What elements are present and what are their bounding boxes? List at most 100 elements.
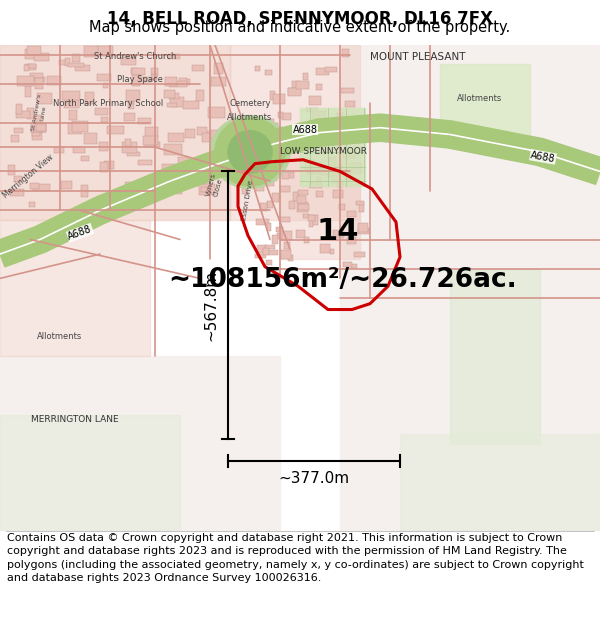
Polygon shape [0, 141, 253, 267]
Circle shape [228, 131, 272, 173]
Bar [121, 192, 137, 201]
Bar [125, 181, 143, 188]
Bar [345, 101, 355, 107]
Bar [280, 186, 290, 192]
Bar [185, 129, 195, 138]
Bar [316, 84, 322, 89]
Bar [269, 91, 275, 100]
Bar [14, 129, 23, 134]
Bar [309, 217, 313, 227]
Text: ~377.0m: ~377.0m [278, 471, 350, 486]
Bar [25, 64, 36, 70]
Bar [0, 45, 230, 220]
Circle shape [228, 131, 272, 173]
Text: ~567.8m: ~567.8m [203, 269, 218, 341]
Bar [25, 86, 31, 98]
Bar [197, 127, 207, 136]
Bar [263, 248, 269, 255]
Bar [256, 185, 265, 191]
Bar [278, 112, 283, 118]
Bar [103, 84, 109, 88]
Text: St Andrew's Church: St Andrew's Church [94, 52, 176, 61]
Bar [129, 191, 142, 196]
Bar [199, 179, 207, 184]
Bar [316, 191, 323, 197]
Bar [16, 111, 30, 118]
Bar [320, 138, 334, 144]
Bar [317, 177, 321, 186]
Bar [35, 79, 43, 89]
Bar [329, 158, 335, 164]
Bar [298, 189, 308, 195]
Text: Cemetery: Cemetery [229, 99, 271, 108]
Text: 14, BELL ROAD, SPENNYMOOR, DL16 7FX: 14, BELL ROAD, SPENNYMOOR, DL16 7FX [107, 10, 493, 28]
Bar [244, 179, 257, 187]
Bar [132, 75, 140, 86]
Bar [100, 162, 109, 172]
Bar [166, 78, 177, 86]
Bar [309, 182, 322, 188]
Bar [272, 94, 285, 104]
Bar [145, 142, 160, 147]
Bar [132, 68, 145, 75]
Text: Vyners
Close: Vyners Close [206, 173, 224, 199]
Bar [271, 170, 276, 175]
Bar [81, 186, 88, 197]
Bar [268, 151, 274, 158]
Text: Merrington View: Merrington View [1, 152, 55, 200]
Bar [337, 181, 343, 187]
Bar [298, 204, 310, 210]
Bar [248, 156, 262, 166]
Text: Allotments: Allotments [227, 114, 272, 122]
Bar [184, 168, 190, 174]
Text: A688: A688 [67, 224, 94, 242]
Bar [308, 214, 315, 221]
Bar [124, 113, 134, 121]
Bar [267, 138, 277, 144]
Text: A688: A688 [530, 150, 556, 164]
Bar [265, 245, 275, 249]
Bar [32, 184, 50, 191]
Bar [284, 242, 290, 249]
Bar [162, 164, 179, 169]
Bar [121, 57, 136, 64]
Bar [267, 223, 271, 231]
Bar [280, 142, 360, 259]
Bar [176, 186, 182, 194]
Bar [27, 107, 34, 119]
Bar [303, 214, 309, 219]
Bar [344, 122, 356, 132]
Bar [143, 201, 148, 205]
Bar [281, 250, 290, 259]
Bar [335, 137, 342, 142]
Bar [211, 130, 226, 139]
Bar [272, 192, 279, 202]
Bar [28, 64, 35, 68]
Bar [34, 115, 41, 124]
Bar [298, 123, 309, 131]
Bar [11, 135, 19, 142]
Bar [148, 184, 156, 189]
Bar [440, 64, 530, 142]
Bar [178, 157, 189, 164]
Bar [32, 127, 40, 136]
Bar [154, 178, 160, 183]
Text: Contains OS data © Crown copyright and database right 2021. This information is : Contains OS data © Crown copyright and d… [7, 533, 584, 582]
Bar [138, 160, 152, 166]
Bar [167, 132, 184, 142]
Circle shape [215, 118, 285, 186]
Bar [333, 191, 343, 198]
Bar [289, 255, 293, 261]
Bar [347, 237, 356, 244]
Bar [266, 201, 272, 208]
Text: Allotments: Allotments [37, 332, 83, 341]
Bar [128, 96, 134, 104]
Bar [307, 168, 319, 174]
Bar [184, 181, 198, 186]
Text: 14: 14 [317, 217, 359, 246]
Bar [183, 101, 199, 109]
Bar [125, 139, 131, 146]
Bar [272, 235, 278, 244]
Bar [266, 123, 278, 131]
Bar [283, 113, 291, 120]
